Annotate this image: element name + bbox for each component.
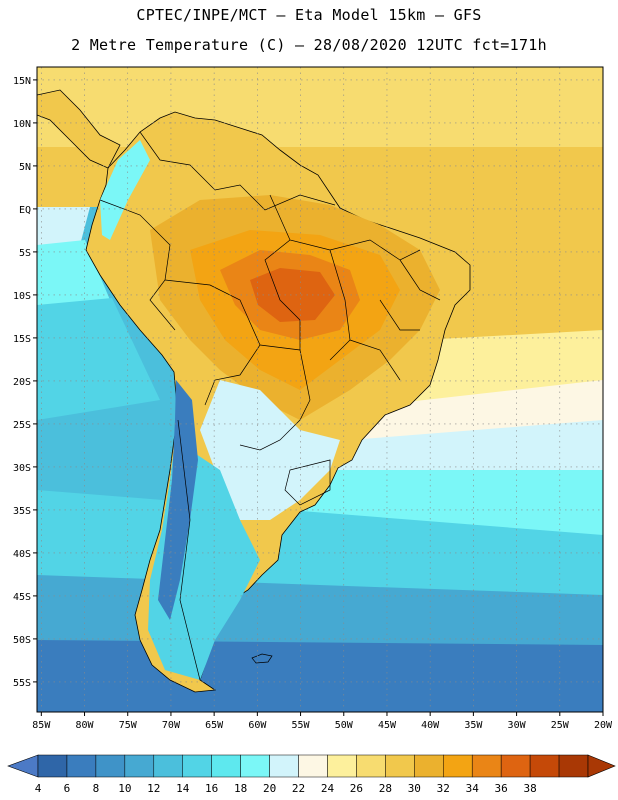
colorbar-label: 12 [147,782,160,795]
colorbar-swatch [124,754,155,778]
lat-tick-label: 15N [13,76,31,87]
lat-tick-label: 10S [13,291,31,302]
lat-tick-label: 15S [13,334,31,345]
border-west [99,199,176,331]
colorbar-swatch [182,754,212,778]
lon-tick-label: 75W [119,720,138,731]
lat-tick-label: 40S [13,549,31,560]
colorbar-swatch [37,754,68,778]
lat-tick-label: 35S [13,506,31,517]
colorbar-swatch [95,754,126,778]
colorbar-label: 30 [408,782,421,795]
colorbar-label: 22 [292,782,305,795]
country-borders [99,131,441,681]
lat-tick-label: 5S [19,248,31,259]
map-frame [36,66,604,713]
falkland-islands [251,653,273,664]
land-andes-north-cold [100,140,150,240]
lon-tick-label: 80W [75,720,94,731]
lon-tick-label: 30W [508,720,527,731]
colorbar-swatch [529,754,560,778]
ocean-band-atlantic-pale [330,420,603,475]
lat-tick-label: EQ [19,205,31,216]
colorbar-over-arrow [587,754,616,778]
colorbar-swatch [240,754,270,778]
lon-tick-label: 35W [464,720,483,731]
lon-tick-label: 70W [162,720,181,731]
colorbar-label: 24 [321,782,335,795]
lat-tick-label: 45S [13,592,31,603]
lon-tick-label: 65W [205,720,224,731]
lon-tick-label: 45W [378,720,397,731]
colorbar-label: 32 [437,782,450,795]
map-plot-area [37,67,603,712]
land-core-peak [250,268,335,322]
colorbar-swatch [443,754,473,778]
colorbar-swatch [414,754,444,778]
lon-tick-label: 40W [421,720,440,731]
map-gridlines [37,67,604,712]
colorbar-swatch [385,754,415,778]
lat-tick-label: 50S [13,635,31,646]
colorbar-label: 28 [379,782,392,795]
ocean-band-north [37,67,603,147]
colorbar-label: 10 [118,782,131,795]
colorbar-label: 34 [466,782,480,795]
border-north [139,131,336,211]
lat-tick-label: 25S [13,420,31,431]
colorbar-swatch [558,754,589,778]
chart-title-variable: 2 Metre Temperature (C) – 28/08/2020 12U… [71,36,547,54]
lon-tick-label: 85W [32,720,51,731]
lon-tick-label: 55W [292,720,311,731]
lon-tick-label: 25W [551,720,570,731]
colorbar [7,754,616,778]
ocean-band-pacific-pale [37,207,90,250]
colorbar-label: 36 [495,782,508,795]
colorbar-swatch [153,754,183,778]
ocean-band-pacific-mid [37,298,160,420]
colorbar-swatch [471,754,502,778]
lon-tick-label: 20W [594,720,613,731]
colorbar-swatch [298,754,328,778]
lon-tick-label: 50W [335,720,354,731]
border-uruguay [284,459,331,506]
colorbar-label: 26 [350,782,363,795]
colorbar-swatch [356,754,386,778]
colorbar-label: 16 [205,782,218,795]
lat-tick-label: 5N [19,162,31,173]
border-chile-argentina [177,419,201,681]
chart-title-model: CPTEC/INPE/MCT – Eta Model 15km – GFS [136,6,482,24]
colorbar-swatch [211,754,241,778]
colorbar-swatch [327,754,357,778]
colorbar-swatch [500,754,531,778]
colorbar-label: 14 [176,782,190,795]
lat-tick-label: 30S [13,463,31,474]
lat-tick-label: 55S [13,678,31,689]
land-andes-cold [158,380,198,620]
colorbar-label: 38 [523,782,536,795]
latitude-labels: 15N 10N 5N EQ 5S 10S 15S 20S 25S 30S 35S 40S 45S 50S 5… [13,76,31,689]
colorbar-swatch [66,754,97,778]
colorbar-label: 18 [234,782,247,795]
colorbar-label: 20 [263,782,276,795]
map-ticks [33,79,604,716]
colorbar-label: 4 [35,782,42,795]
colorbar-swatch [269,754,299,778]
border-brazil-states [264,194,441,381]
colorbar-label: 8 [93,782,100,795]
lat-tick-label: 20S [13,377,31,388]
colorbar-label: 6 [64,782,71,795]
lat-tick-label: 10N [13,119,31,130]
lon-tick-label: 60W [248,720,267,731]
ocean-band-south-cold [37,640,603,712]
colorbar-under-arrow [7,754,39,778]
land-caribbean [37,89,121,169]
longitude-labels: 85W 80W 75W 70W 65W 60W 55W 50W 45W 40W 35W 30W 25W 2… [32,720,613,731]
colorbar-labels: 4 6 8 10 12 14 16 18 20 22 24 26 28 30 32 34 36 38 [35,782,537,795]
land-southern-cone-cool [200,380,340,520]
